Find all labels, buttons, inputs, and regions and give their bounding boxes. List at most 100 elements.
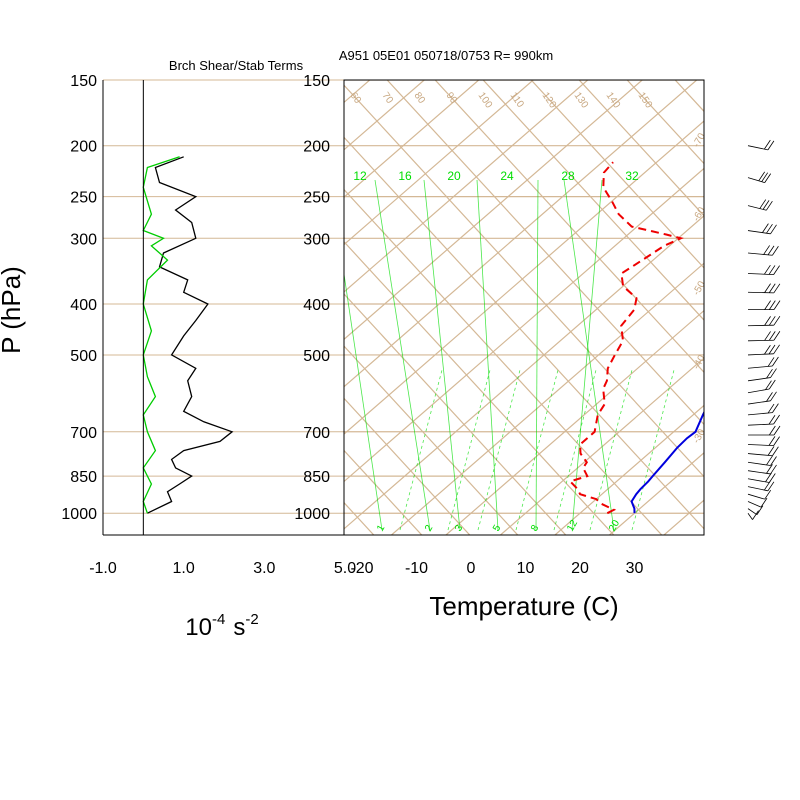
y-tick-label-left: 250 [70, 190, 97, 207]
wind-barb-flag [772, 403, 779, 413]
y-tick-label-right: 700 [303, 425, 330, 442]
y-tick-label-right: 150 [303, 73, 330, 90]
wind-barb-flag [767, 403, 775, 414]
dry-adiabat [674, 80, 704, 113]
y-tick-label-right: 200 [303, 139, 330, 156]
wind-barb-flag [764, 300, 771, 310]
isotherm [0, 80, 261, 535]
x-units-s: s [233, 614, 245, 641]
x-tick-label-temperature: -20 [350, 560, 373, 577]
side-temp-label: -30 [691, 427, 708, 445]
wind-barb-staff [747, 513, 753, 520]
wind-barbs [747, 139, 781, 520]
wind-barb-flag [766, 392, 773, 402]
x-axis-label-temperature: Temperature (C) [429, 591, 618, 621]
dry-adiabat [716, 20, 800, 629]
x-tick-label-left: -1.0 [89, 560, 117, 577]
skew-t-series [568, 161, 704, 515]
wind-barb-flag [773, 265, 780, 275]
x-units-exp2: -2 [245, 611, 258, 628]
wind-barb-flag [773, 331, 781, 341]
wind-barb-staff [747, 423, 774, 426]
side-temp-label: -70 [691, 131, 708, 149]
wind-barb-flag [756, 505, 764, 515]
mixing-ratio-dashed [399, 369, 443, 531]
wind-barb-flag [768, 473, 776, 483]
theta-label: 100 [476, 90, 495, 110]
y-tick-label-left: 300 [70, 231, 97, 248]
x-tick-label-left: 3.0 [253, 560, 275, 577]
axes [102, 79, 705, 536]
x-units-exp: -4 [212, 611, 225, 628]
wind-barb-staff [747, 412, 773, 416]
theta-label: 140 [604, 90, 623, 110]
wind-barb-flag [767, 245, 775, 256]
mixing-ratio-line [563, 179, 615, 531]
y-tick-label-right: 300 [303, 231, 330, 248]
wind-barb-flag [767, 357, 775, 367]
wind-barb-flag [752, 510, 759, 520]
wind-barb-flag [768, 415, 776, 425]
wind-barb-flag [764, 264, 771, 275]
y-tick-label-left: 850 [70, 469, 97, 486]
wind-barb-staff [747, 501, 762, 508]
wind-barb-staff [747, 400, 771, 405]
theta-label: 70 [380, 90, 396, 106]
isotherm [663, 499, 704, 535]
mixing-ratio-line [344, 271, 383, 531]
x-tick-label-temperature: -10 [405, 560, 428, 577]
wind-barb-flag [765, 380, 772, 390]
wind-barb-flag [770, 456, 777, 466]
x-tick-label-temperature: 0 [467, 560, 476, 577]
theta-label: 150 [636, 90, 655, 110]
mixing-ratio-label: 16 [398, 169, 412, 183]
wind-barb-flag [768, 425, 776, 436]
series-line-shear-stab-green [142, 156, 180, 514]
x-axis-label-units: 10-4 s-2 [185, 611, 258, 641]
series-line-dewpoint [568, 161, 684, 515]
y-tick-label-right: 500 [303, 348, 330, 365]
y-tick-label-right: 1000 [294, 506, 330, 523]
wind-barb-flag [773, 436, 780, 446]
wind-barb-flag [764, 283, 771, 293]
mixing-ratio-dashed [553, 369, 597, 531]
mixing-ratio-label: 32 [625, 169, 639, 183]
wind-barb-flag [765, 472, 772, 483]
wind-barb-flag [768, 265, 776, 275]
wind-barb-flag [766, 455, 773, 466]
dry-adiabat [626, 80, 704, 165]
isotherm [344, 80, 698, 388]
wind-barb-flag [768, 283, 776, 293]
mixing-ratio-bottom-label: 1 [375, 523, 388, 534]
x-tick-label-left: 1.0 [173, 560, 195, 577]
side-temp-label: -50 [691, 279, 708, 297]
isotherm [391, 262, 704, 535]
isotherm [500, 357, 704, 535]
y-tick-label-right: 850 [303, 469, 330, 486]
mixing-ratio-line [476, 179, 499, 531]
wind-barb-flag [767, 481, 775, 492]
mixing-ratio-bottom-label: 3 [453, 523, 466, 534]
wind-barb-staff [747, 353, 774, 356]
wind-barb-flag [768, 379, 776, 390]
y-tick-label-left: 700 [70, 425, 97, 442]
wind-barb-flag [764, 331, 771, 341]
y-tick-label-right: 400 [303, 297, 330, 314]
wind-barb-flag [770, 224, 777, 235]
dry-adiabat [344, 84, 704, 478]
y-tick-label-left: 200 [70, 139, 97, 156]
isotherm [0, 80, 315, 535]
isotherm [344, 80, 534, 246]
wind-barb-flag [770, 391, 777, 402]
wind-barb-staff [747, 508, 758, 516]
wind-barb-flag [773, 414, 780, 425]
mixing-ratio-bottom-label: 5 [491, 523, 504, 534]
wind-barb-flag [762, 200, 770, 210]
mixing-ratio-line [535, 179, 539, 531]
isotherm [554, 404, 704, 535]
series-line-shear-stab-black [147, 156, 234, 514]
skew-t-background: 60 70 80 90 100 110 120 130 140 150-70-60-50-40-3… [0, 20, 800, 629]
mixing-ratio-label: 20 [447, 169, 461, 183]
wind-barb-flag [763, 139, 771, 150]
series-line-temperature [630, 410, 704, 514]
